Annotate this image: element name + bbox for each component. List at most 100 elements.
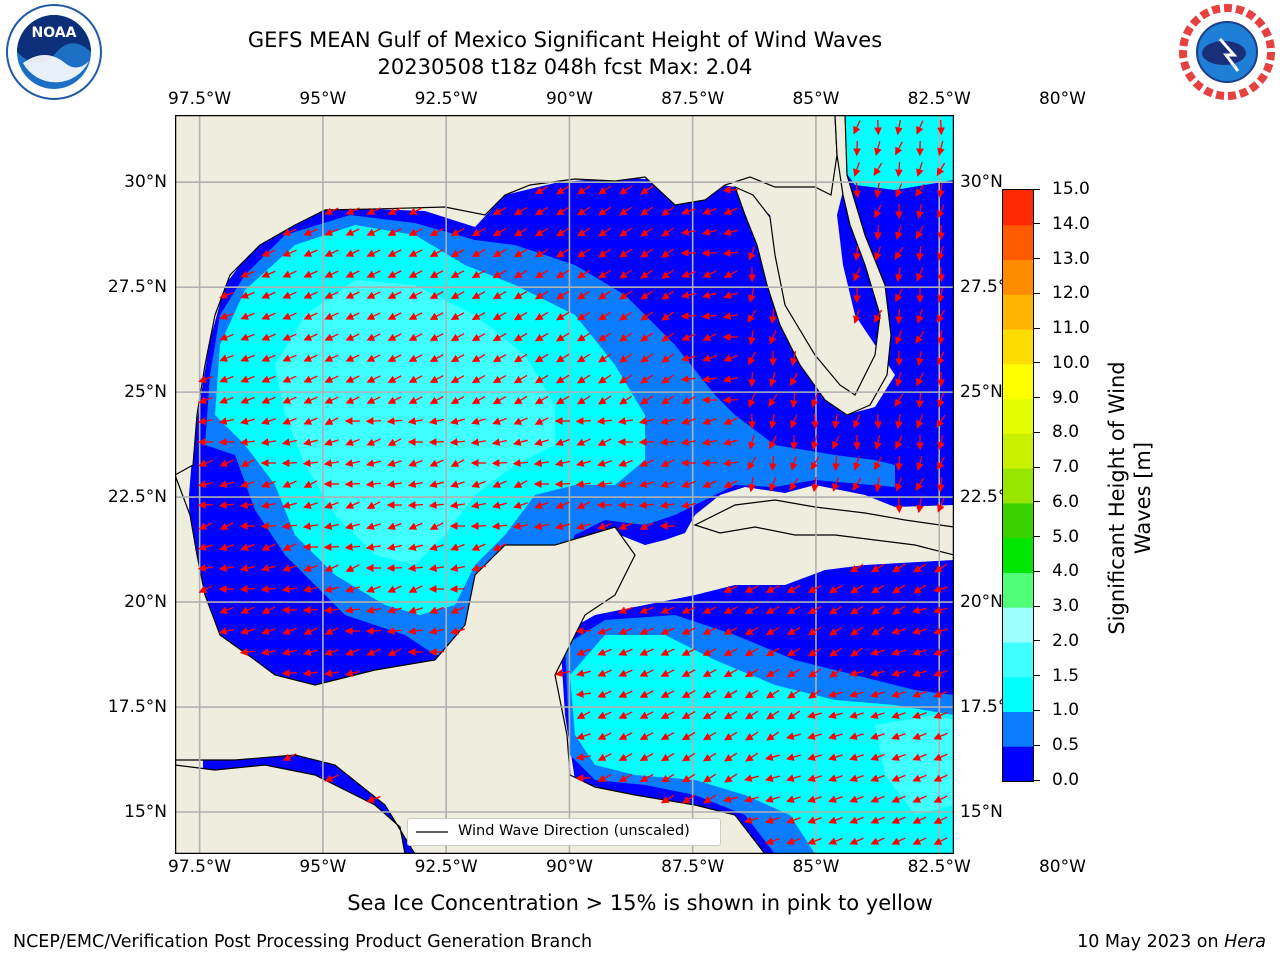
wind-arrow <box>324 249 339 257</box>
wind-arrow <box>219 543 234 551</box>
wind-arrow <box>534 206 549 216</box>
wind-arrow <box>197 501 214 509</box>
wind-arrow <box>429 291 444 299</box>
wind-arrow <box>681 207 696 215</box>
wind-arrow <box>281 585 298 593</box>
wind-arrow <box>303 396 318 404</box>
wind-arrow <box>303 312 318 320</box>
wind-arrow <box>701 459 718 467</box>
wind-arrow <box>240 291 255 299</box>
wind-arrow <box>639 732 654 740</box>
wind-arrow <box>598 395 612 405</box>
wind-arrow <box>807 585 822 594</box>
colorbar-tick-label: 1.0 <box>1052 700 1080 721</box>
wind-arrow <box>892 605 906 615</box>
wind-arrow <box>450 291 465 299</box>
wind-arrow <box>345 207 360 215</box>
wind-arrow <box>681 773 696 783</box>
wind-arrow <box>639 606 654 614</box>
wind-arrow <box>681 480 696 488</box>
wind-arrow <box>575 669 591 677</box>
colorbar-swatch <box>1003 746 1033 782</box>
wind-arrow <box>260 648 277 656</box>
wind-arrow <box>281 522 298 530</box>
wind-arrow <box>853 309 861 324</box>
wind-arrow <box>619 332 633 342</box>
wind-arrow <box>219 333 234 341</box>
wind-arrow <box>492 269 507 279</box>
wave-band-1.5-south <box>875 715 954 815</box>
wind-wave-arrows <box>197 119 948 845</box>
wind-arrow <box>366 501 381 509</box>
wind-arrow <box>555 501 570 509</box>
wind-arrow <box>324 564 339 572</box>
wind-arrow <box>260 564 276 572</box>
wind-arrow <box>786 837 801 845</box>
wind-arrow <box>281 501 297 509</box>
wind-arrow <box>534 227 549 237</box>
wind-arrow <box>534 395 549 405</box>
wind-arrow <box>386 606 402 614</box>
wind-arrow <box>408 228 423 236</box>
wind-arrow <box>619 185 633 195</box>
wind-arrow <box>575 480 592 488</box>
lon-tick-label: 95°W <box>299 89 347 109</box>
wind-arrow <box>828 584 843 594</box>
wind-arrow <box>366 249 381 257</box>
wind-arrow <box>765 689 780 699</box>
wind-arrow <box>429 249 444 257</box>
wind-arrow <box>240 606 255 614</box>
wind-arrow <box>598 269 612 279</box>
wind-arrow <box>786 668 801 678</box>
wind-arrow <box>933 732 948 740</box>
wind-arrow <box>828 732 843 740</box>
wind-arrow <box>853 120 861 135</box>
wind-arrow <box>765 627 780 636</box>
wind-arrow <box>916 372 924 387</box>
wind-arrow <box>513 374 528 384</box>
wind-arrow <box>512 522 529 530</box>
wind-arrow <box>345 312 360 320</box>
wind-arrow <box>365 627 382 635</box>
colorbar-tick-mark <box>1033 570 1040 572</box>
wind-arrow <box>933 795 948 803</box>
wind-arrow <box>744 585 759 593</box>
colorbar-tick-mark <box>1033 397 1040 399</box>
wind-arrow <box>895 435 903 450</box>
wind-arrow <box>853 162 861 177</box>
wind-arrow <box>239 585 256 593</box>
wind-arrow <box>408 375 423 383</box>
wind-arrow <box>768 393 778 407</box>
wind-arrow <box>913 563 927 573</box>
wind-arrow <box>895 413 903 430</box>
wind-arrow <box>492 227 507 237</box>
wind-arrow <box>933 690 948 698</box>
wind-arrow <box>240 270 255 278</box>
wind-arrow <box>219 522 234 530</box>
wind-arrow <box>874 182 882 199</box>
wind-arrow <box>937 393 945 408</box>
wind-arrow <box>449 501 466 509</box>
wind-arrow <box>344 543 361 551</box>
wind-arrow <box>764 753 780 761</box>
wind-arrow <box>407 627 424 635</box>
wind-arrow <box>282 228 297 236</box>
colorbar-tick-label: 2.0 <box>1052 630 1080 651</box>
lon-tick-label: 80°W <box>1038 89 1086 109</box>
wind-arrow <box>748 351 756 366</box>
lon-tick-label: 80°W <box>1038 857 1086 877</box>
wind-arrow <box>660 459 675 467</box>
wind-arrow <box>789 372 799 387</box>
colorbar-tick-mark <box>1033 466 1040 468</box>
wind-arrow <box>597 690 612 698</box>
wind-arrow <box>598 185 612 195</box>
wind-arrow <box>640 353 654 363</box>
wind-arrow <box>366 333 381 341</box>
wind-arrow <box>895 161 903 178</box>
wind-arrow <box>660 794 675 804</box>
us-gulf-coast <box>175 115 838 476</box>
lon-tick-label: 90°W <box>545 857 593 877</box>
wind-arrow <box>429 270 444 278</box>
lat-tick-label: 15°N <box>960 802 1003 822</box>
wind-arrow <box>874 141 882 157</box>
